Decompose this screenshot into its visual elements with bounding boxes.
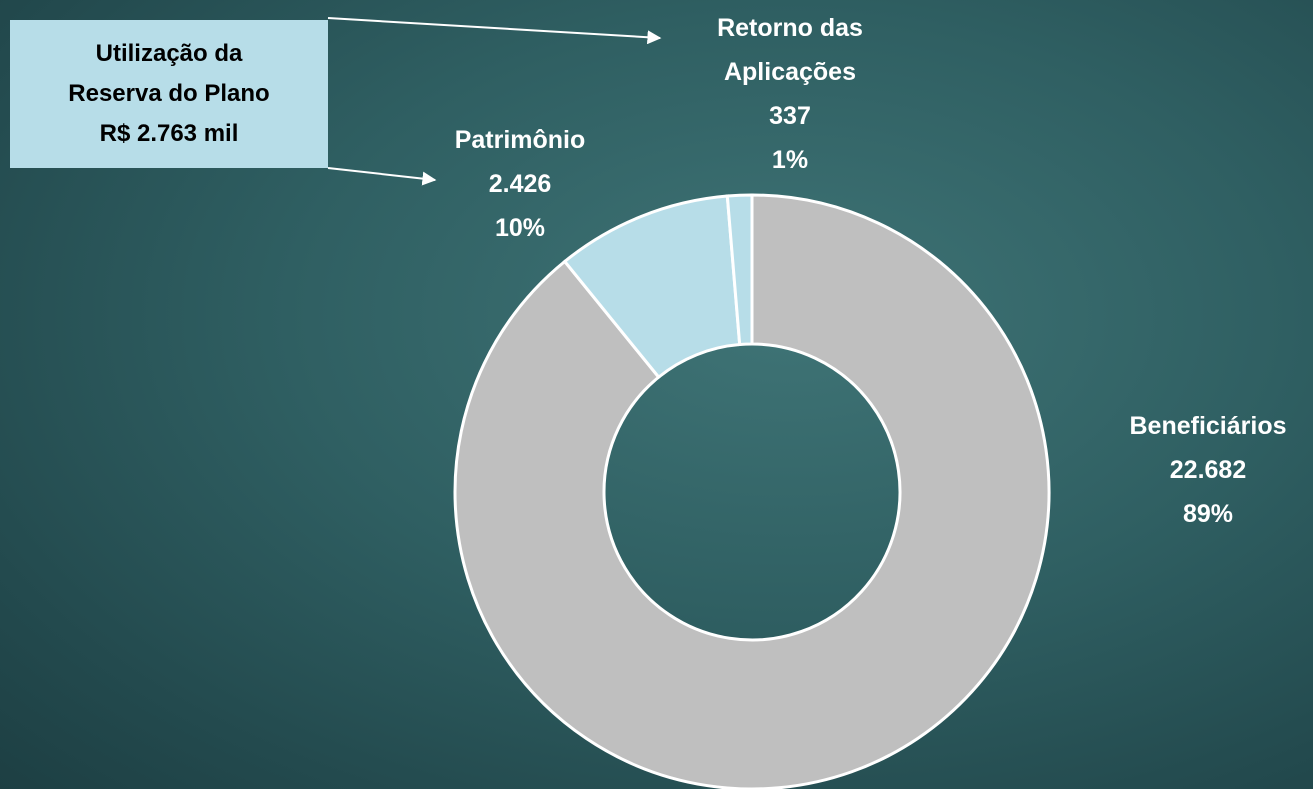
annotation-line: Reserva do Plano (68, 80, 270, 107)
label-percent: 89% (1182, 500, 1234, 528)
data-label: Retorno das Aplicações 337 1% (690, 6, 890, 182)
donut-slice (453, 193, 1051, 789)
label-percent: 10% (494, 214, 546, 242)
arrow (327, 167, 437, 186)
label-name: Retorno das Aplicações (717, 14, 863, 86)
annotation-line: Utilização da (95, 40, 243, 67)
label-name: Patrimônio (454, 126, 586, 154)
label-value: 22.682 (1169, 456, 1247, 484)
label-value: 337 (769, 102, 811, 130)
data-label: Beneficiários 22.682 89% (1108, 404, 1308, 536)
annotation-box: Utilização da Reserva do Plano R$ 2.763 … (10, 20, 328, 168)
label-percent: 1% (771, 146, 809, 174)
label-value: 2.426 (488, 170, 552, 198)
annotation-line: R$ 2.763 mil (99, 120, 239, 147)
donut-slice (725, 193, 754, 347)
arrow (327, 17, 662, 45)
label-name: Beneficiários (1129, 412, 1287, 440)
data-label: Patrimônio 2.426 10% (420, 118, 620, 250)
